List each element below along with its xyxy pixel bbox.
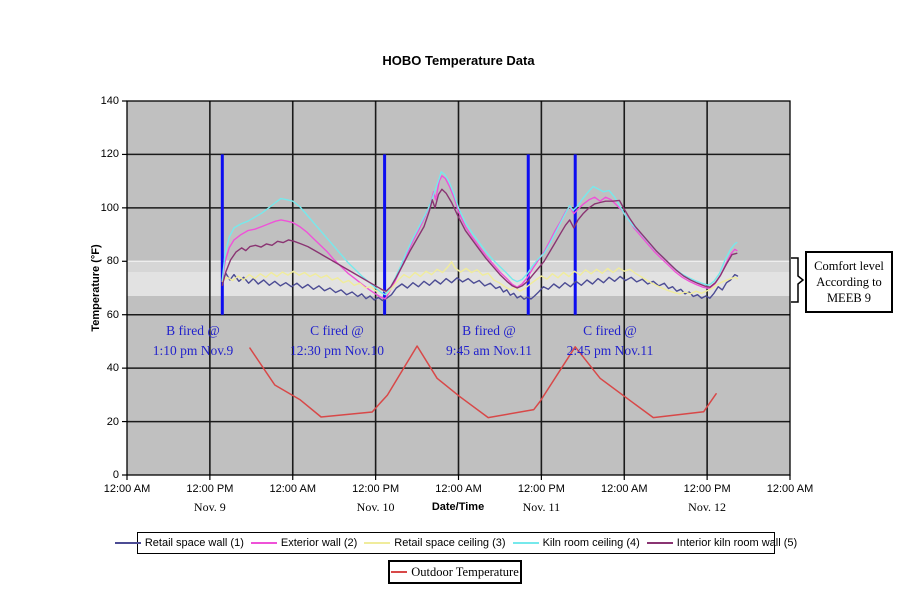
legend-swatch-0 — [114, 542, 141, 544]
date-label-0: Nov. 9 — [193, 500, 226, 514]
date-label-1: Nov. 10 — [356, 500, 395, 514]
date-label-2: Nov. 11 — [522, 500, 561, 514]
y-tick-label-40: 40 — [106, 362, 119, 375]
comfort-bracket — [791, 257, 805, 303]
legend-swatch-2 — [364, 542, 391, 544]
comfort-line-1: Comfort level — [814, 259, 884, 273]
legend-label-3: Kiln room ceiling (4) — [542, 537, 640, 549]
x-tick-label-8: 12:00 AM — [766, 483, 814, 495]
legend-entry-2: Retail space ceiling (3) — [364, 537, 506, 549]
firing-annotation-2-line2: 9:45 am Nov.11 — [446, 343, 532, 358]
comfort-level-callout: Comfort level According to MEEB 9 — [805, 251, 893, 313]
x-tick-label-3: 12:00 PM — [352, 483, 400, 495]
series-line-6 — [249, 345, 717, 419]
comfort-line-2: According to — [816, 275, 882, 289]
x-tick-label-5: 12:00 PM — [517, 483, 565, 495]
firing-annotation-2: B fired @ 9:45 am Nov.11 — [446, 321, 532, 361]
legend-label-2: Retail space ceiling (3) — [394, 537, 506, 549]
legend-swatch-1 — [250, 542, 277, 544]
legend-entry-0: Retail space wall (1) — [114, 537, 244, 549]
series-line-2 — [221, 175, 738, 300]
x-axis-title: Date/Time — [431, 501, 485, 513]
legend-entry-1: Exterior wall (2) — [250, 537, 358, 549]
y-tick-label-100: 100 — [100, 201, 119, 214]
legend-hobo-series: Retail space wall (1) Exterior wall (2) Re… — [114, 532, 797, 554]
y-tick-label-20: 20 — [106, 415, 119, 428]
firing-annotation-1: C fired @ 12:30 pm Nov.10 — [290, 321, 384, 361]
legend-swatch-3 — [512, 542, 539, 544]
legend-label-4: Interior kiln room wall (5) — [676, 537, 798, 549]
legend-label-5: Outdoor Temperature — [411, 564, 519, 579]
firing-annotation-0-line1: B fired @ — [166, 323, 220, 338]
legend-swatch-4 — [646, 542, 673, 544]
legend-outdoor: Outdoor Temperature — [388, 560, 522, 584]
date-label-3: Nov. 12 — [688, 500, 727, 514]
firing-annotation-0: B fired @ 1:10 pm Nov.9 — [153, 321, 234, 361]
legend-entry-4: Interior kiln room wall (5) — [646, 537, 798, 549]
x-tick-label-4: 12:00 AM — [435, 483, 482, 495]
firing-annotation-3-line1: C fired @ — [583, 323, 637, 338]
x-tick-label-7: 12:00 PM — [683, 483, 731, 495]
firing-annotation-1-line2: 12:30 pm Nov.10 — [290, 343, 384, 358]
series-line-5 — [221, 188, 738, 292]
y-tick-label-80: 80 — [106, 255, 119, 268]
legend-entry-5: Outdoor Temperature — [391, 565, 519, 580]
firing-annotation-3-line2: 2:45 pm Nov.11 — [566, 343, 654, 358]
x-tick-label-1: 12:00 PM — [186, 483, 234, 495]
series-line-1 — [221, 272, 739, 302]
y-tick-label-60: 60 — [106, 308, 119, 321]
firing-annotation-2-line1: B fired @ — [462, 323, 516, 338]
legend-label-1: Exterior wall (2) — [280, 537, 358, 549]
legend-entry-3: Kiln room ceiling (4) — [512, 537, 640, 549]
firing-annotation-1-line1: C fired @ — [310, 323, 364, 338]
legend-swatch-5 — [391, 571, 408, 573]
series-line-3 — [221, 261, 739, 295]
y-tick-label-140: 140 — [100, 95, 119, 107]
legend-label-0: Retail space wall (1) — [144, 537, 244, 549]
comfort-line-3: MEEB 9 — [826, 291, 872, 305]
x-tick-label-6: 12:00 AM — [601, 483, 648, 495]
firing-annotation-3: C fired @ 2:45 pm Nov.11 — [567, 321, 654, 361]
y-tick-label-0: 0 — [112, 469, 119, 481]
chart-title: HOBO Temperature Data — [382, 53, 535, 68]
firing-annotation-0-line2: 1:10 pm Nov.9 — [152, 343, 234, 358]
x-tick-label-0: 12:00 AM — [103, 483, 151, 495]
y-tick-label-120: 120 — [100, 148, 119, 161]
x-tick-label-2: 12:00 AM — [269, 483, 316, 495]
